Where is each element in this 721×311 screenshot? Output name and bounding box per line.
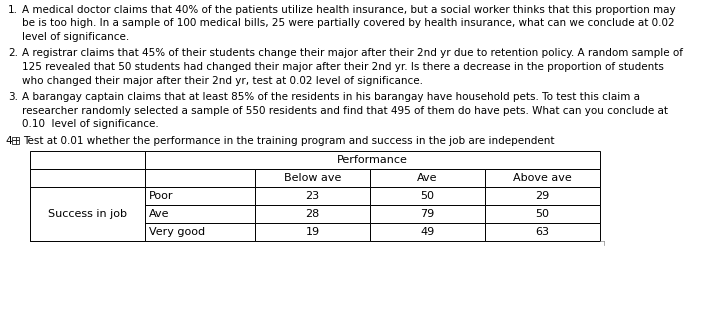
- Bar: [30, 169, 145, 187]
- Text: 1.: 1.: [8, 5, 18, 15]
- Text: 125 revealed that 50 students had changed their major after their 2nd yr. Is the: 125 revealed that 50 students had change…: [22, 62, 664, 72]
- Text: 63: 63: [536, 227, 549, 237]
- Text: 29: 29: [536, 191, 549, 201]
- Bar: [370, 223, 485, 241]
- Text: 50: 50: [420, 191, 435, 201]
- Text: 50: 50: [536, 209, 549, 219]
- Bar: [255, 205, 370, 223]
- Text: 2.: 2.: [8, 49, 18, 58]
- Text: 3.: 3.: [8, 92, 18, 102]
- Bar: [30, 151, 145, 169]
- Bar: [485, 187, 600, 205]
- Text: 4: 4: [5, 136, 12, 146]
- Text: Test at 0.01 whether the performance in the training program and success in the : Test at 0.01 whether the performance in …: [23, 136, 554, 146]
- Bar: [12, 137, 15, 140]
- Bar: [255, 169, 370, 187]
- Bar: [255, 223, 370, 241]
- Text: A registrar claims that 45% of their students change their major after their 2nd: A registrar claims that 45% of their stu…: [22, 49, 683, 58]
- Bar: [15, 137, 19, 140]
- Bar: [30, 187, 145, 241]
- Text: Very good: Very good: [149, 227, 205, 237]
- Text: Performance: Performance: [337, 155, 408, 165]
- Text: be is too high. In a sample of 100 medical bills, 25 were partially covered by h: be is too high. In a sample of 100 medic…: [22, 18, 675, 29]
- Text: Below ave: Below ave: [284, 173, 341, 183]
- Bar: [145, 223, 255, 241]
- Text: Ave: Ave: [149, 209, 169, 219]
- Bar: [485, 169, 600, 187]
- Bar: [255, 187, 370, 205]
- Bar: [145, 151, 600, 169]
- Text: 19: 19: [306, 227, 319, 237]
- Bar: [145, 169, 255, 187]
- Bar: [12, 140, 15, 143]
- Bar: [485, 205, 600, 223]
- Text: Poor: Poor: [149, 191, 174, 201]
- Bar: [145, 205, 255, 223]
- Text: Success in job: Success in job: [48, 209, 127, 219]
- Text: A medical doctor claims that 40% of the patients utilize health insurance, but a: A medical doctor claims that 40% of the …: [22, 5, 676, 15]
- Text: level of significance.: level of significance.: [22, 32, 129, 42]
- Bar: [30, 205, 145, 223]
- Text: who changed their major after their 2nd yr, test at 0.02 level of significance.: who changed their major after their 2nd …: [22, 76, 423, 86]
- Text: Ave: Ave: [417, 173, 438, 183]
- Bar: [30, 187, 145, 205]
- Bar: [370, 187, 485, 205]
- Text: 0.10  level of significance.: 0.10 level of significance.: [22, 119, 159, 129]
- Bar: [30, 223, 145, 241]
- Text: A barangay captain claims that at least 85% of the residents in his barangay hav: A barangay captain claims that at least …: [22, 92, 640, 102]
- Text: researcher randomly selected a sample of 550 residents and find that 495 of them: researcher randomly selected a sample of…: [22, 105, 668, 115]
- Bar: [370, 205, 485, 223]
- Bar: [485, 223, 600, 241]
- Bar: [15, 140, 19, 143]
- Text: Above ave: Above ave: [513, 173, 572, 183]
- Text: 28: 28: [306, 209, 319, 219]
- Bar: [370, 169, 485, 187]
- Bar: [145, 187, 255, 205]
- Text: 79: 79: [420, 209, 435, 219]
- Text: 23: 23: [306, 191, 319, 201]
- Text: 49: 49: [420, 227, 435, 237]
